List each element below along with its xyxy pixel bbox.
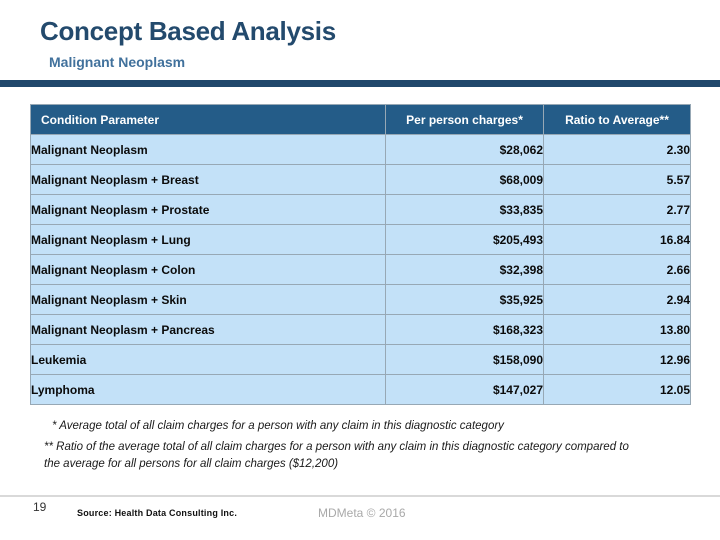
charges-cell: $168,323	[385, 314, 544, 345]
column-header-condition: Condition Parameter	[30, 104, 386, 135]
condition-cell: Malignant Neoplasm + Colon	[30, 254, 386, 285]
condition-table: Condition Parameter Per person charges* …	[30, 104, 691, 405]
table-row: Malignant Neoplasm + Skin $35,925 2.94	[30, 284, 691, 315]
table-row: Lymphoma $147,027 12.05	[30, 374, 691, 405]
page-number: 19	[33, 500, 47, 514]
footer-divider	[0, 495, 720, 497]
charges-cell: $158,090	[385, 344, 544, 375]
ratio-cell: 16.84	[543, 224, 691, 255]
ratio-cell: 12.05	[543, 374, 691, 405]
condition-table-container: Condition Parameter Per person charges* …	[30, 104, 691, 405]
table-row: Malignant Neoplasm + Pancreas $168,323 1…	[30, 314, 691, 345]
table-row: Malignant Neoplasm $28,062 2.30	[30, 134, 691, 165]
table-row: Leukemia $158,090 12.96	[30, 344, 691, 375]
table-row: Malignant Neoplasm + Colon $32,398 2.66	[30, 254, 691, 285]
ratio-cell: 2.94	[543, 284, 691, 315]
table-row: Malignant Neoplasm + Lung $205,493 16.84	[30, 224, 691, 255]
ratio-cell: 2.30	[543, 134, 691, 165]
source-text: Source: Health Data Consulting Inc.	[77, 508, 238, 518]
ratio-cell: 13.80	[543, 314, 691, 345]
charges-cell: $147,027	[385, 374, 544, 405]
condition-cell: Malignant Neoplasm + Pancreas	[30, 314, 386, 345]
footnote-ratio: ** Ratio of the average total of all cla…	[44, 441, 629, 470]
column-header-charges: Per person charges*	[385, 104, 544, 135]
ratio-cell: 2.77	[543, 194, 691, 225]
condition-cell: Malignant Neoplasm + Skin	[30, 284, 386, 315]
table-header-row: Condition Parameter Per person charges* …	[30, 104, 691, 135]
charges-cell: $33,835	[385, 194, 544, 225]
charges-cell: $68,009	[385, 164, 544, 195]
condition-cell: Malignant Neoplasm	[30, 134, 386, 165]
page-subtitle: Malignant Neoplasm	[49, 54, 186, 70]
column-header-ratio: Ratio to Average**	[543, 104, 691, 135]
page-title: Concept Based Analysis	[40, 16, 336, 46]
title-divider-bar	[0, 80, 720, 87]
ratio-cell: 12.96	[543, 344, 691, 375]
charges-cell: $28,062	[385, 134, 544, 165]
table-row: Malignant Neoplasm + Prostate $33,835 2.…	[30, 194, 691, 225]
condition-cell: Malignant Neoplasm + Prostate	[30, 194, 386, 225]
table-row: Malignant Neoplasm + Breast $68,009 5.57	[30, 164, 691, 195]
condition-cell: Malignant Neoplasm + Breast	[30, 164, 386, 195]
condition-cell: Malignant Neoplasm + Lung	[30, 224, 386, 255]
charges-cell: $205,493	[385, 224, 544, 255]
charges-cell: $35,925	[385, 284, 544, 315]
condition-cell: Lymphoma	[30, 374, 386, 405]
copyright-text: MDMeta © 2016	[318, 506, 406, 520]
condition-cell: Leukemia	[30, 344, 386, 375]
ratio-cell: 2.66	[543, 254, 691, 285]
ratio-cell: 5.57	[543, 164, 691, 195]
footnote-charges: * Average total of all claim charges for…	[52, 420, 504, 432]
charges-cell: $32,398	[385, 254, 544, 285]
